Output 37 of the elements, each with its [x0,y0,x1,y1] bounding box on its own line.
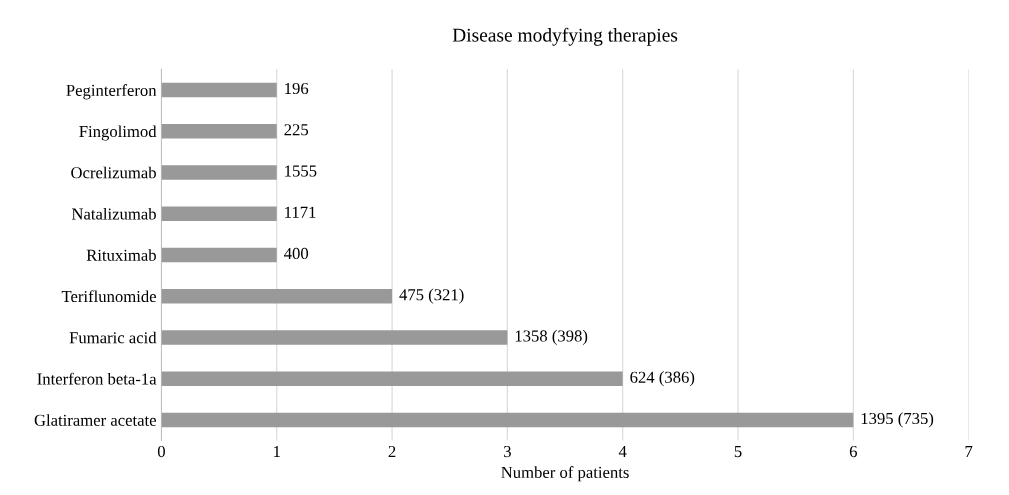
bar [161,206,277,221]
x-tick-label: 7 [965,446,973,457]
y-tick-label: Natalizumab [71,207,156,220]
y-tick-label: Fumaric acid [69,331,157,344]
y-tick-label: Ocrelizumab [71,166,156,179]
annotation: 196 [285,82,309,95]
bar [161,165,277,180]
y-tick-label: Teriflunomide [61,290,156,303]
bar [161,288,393,304]
x-tick-label: 3 [504,445,511,458]
x-tick-label: 6 [849,445,857,458]
y-tick-label: Glatiramer acetate [34,414,156,426]
y-tick-label: Interferon beta-1a [37,372,157,385]
annotation: 475 (321) [399,288,464,304]
y-tick-label: Rituximab [86,249,156,261]
bar [161,247,277,263]
chart-title: Disease modyfying therapies [452,27,678,46]
x-tick-label: 5 [734,446,742,458]
bar [161,82,277,98]
annotation: 1358 (398) [515,329,588,345]
bar [161,412,854,428]
annotation: 1555 [285,165,317,177]
annotation: 1395 (735) [861,412,934,428]
x-tick-label: 4 [618,446,627,457]
annotation: 225 [284,124,309,136]
annotation: 1171 [285,206,316,218]
x-tick-label: 2 [388,445,396,457]
annotation: 624 (386) [630,371,695,387]
x-tick-label: 1 [274,445,280,457]
bar [161,330,508,345]
bar [161,371,623,386]
y-tick-label: Peginterferon [66,84,157,100]
bar [161,123,277,139]
y-tick-label: Fingolimod [79,125,157,141]
x-tick-label: 0 [157,445,165,458]
annotation: 400 [284,247,309,260]
x-axis-title: Number of patients [501,466,629,482]
